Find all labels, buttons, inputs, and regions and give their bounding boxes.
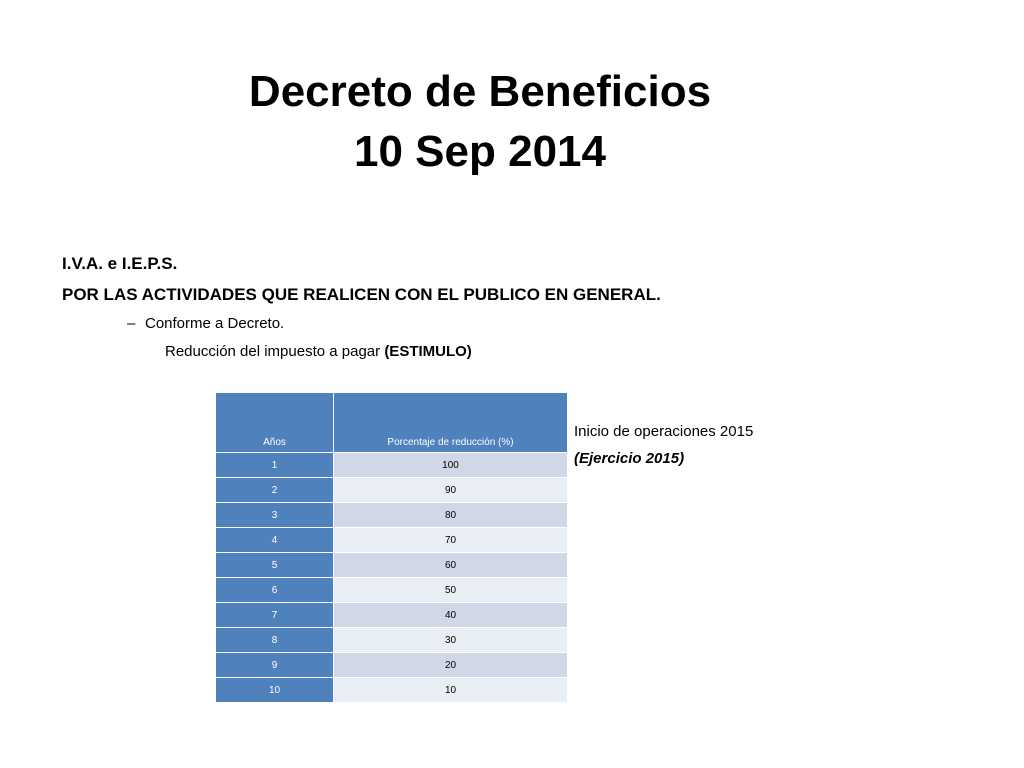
percentage-cell: 100 bbox=[333, 452, 568, 478]
sub-bullet-bold: (ESTIMULO) bbox=[384, 343, 472, 360]
table-row: 8 30 bbox=[215, 627, 568, 653]
percentage-cell: 20 bbox=[333, 652, 568, 678]
percentage-cell: 70 bbox=[333, 527, 568, 553]
bullet-dash: – bbox=[127, 315, 136, 332]
percentage-cell: 90 bbox=[333, 477, 568, 503]
table-row: 2 90 bbox=[215, 477, 568, 503]
bullet-text: Conforme a Decreto. bbox=[145, 315, 285, 332]
year-cell: 10 bbox=[215, 677, 334, 703]
year-cell: 4 bbox=[215, 527, 334, 553]
year-cell: 3 bbox=[215, 502, 334, 528]
percentage-cell: 50 bbox=[333, 577, 568, 603]
percentage-cell: 40 bbox=[333, 602, 568, 628]
table-row: 3 80 bbox=[215, 502, 568, 528]
table-header-row: Años Porcentaje de reducción (%) bbox=[215, 392, 568, 453]
header-percentage: Porcentaje de reducción (%) bbox=[333, 392, 568, 453]
title-line-2: 10 Sep 2014 bbox=[354, 127, 606, 176]
tax-heading: I.V.A. e I.E.P.S. bbox=[62, 254, 178, 273]
year-cell: 1 bbox=[215, 452, 334, 478]
year-cell: 7 bbox=[215, 602, 334, 628]
percentage-cell: 10 bbox=[333, 677, 568, 703]
activities-heading: POR LAS ACTIVIDADES QUE REALICEN CON EL … bbox=[62, 285, 661, 304]
table-row: 1 100 bbox=[215, 452, 568, 478]
table-row: 4 70 bbox=[215, 527, 568, 553]
header-years: Años bbox=[215, 392, 334, 453]
table-row: 7 40 bbox=[215, 602, 568, 628]
fiscal-year-note: (Ejercicio 2015) bbox=[574, 450, 685, 467]
percentage-cell: 80 bbox=[333, 502, 568, 528]
slide-title: Decreto de Beneficios 10 Sep 2014 bbox=[0, 62, 960, 182]
operations-start-note: Inicio de operaciones 2015 bbox=[574, 423, 754, 440]
table-row: 9 20 bbox=[215, 652, 568, 678]
reduction-table: Años Porcentaje de reducción (%) 1 100 2… bbox=[215, 392, 568, 703]
table-row: 5 60 bbox=[215, 552, 568, 578]
sub-bullet-text: Reducción del impuesto a pagar bbox=[165, 343, 385, 360]
title-line-1: Decreto de Beneficios bbox=[248, 67, 712, 116]
percentage-cell: 60 bbox=[333, 552, 568, 578]
sub-bullet-reduction: Reducción del impuesto a pagar (ESTIMULO… bbox=[165, 343, 472, 360]
year-cell: 6 bbox=[215, 577, 334, 603]
year-cell: 8 bbox=[215, 627, 334, 653]
table-row: 10 10 bbox=[215, 677, 568, 703]
table-row: 6 50 bbox=[215, 577, 568, 603]
year-cell: 5 bbox=[215, 552, 334, 578]
year-cell: 2 bbox=[215, 477, 334, 503]
bullet-decree: – Conforme a Decreto. bbox=[127, 315, 284, 332]
year-cell: 9 bbox=[215, 652, 334, 678]
percentage-cell: 30 bbox=[333, 627, 568, 653]
